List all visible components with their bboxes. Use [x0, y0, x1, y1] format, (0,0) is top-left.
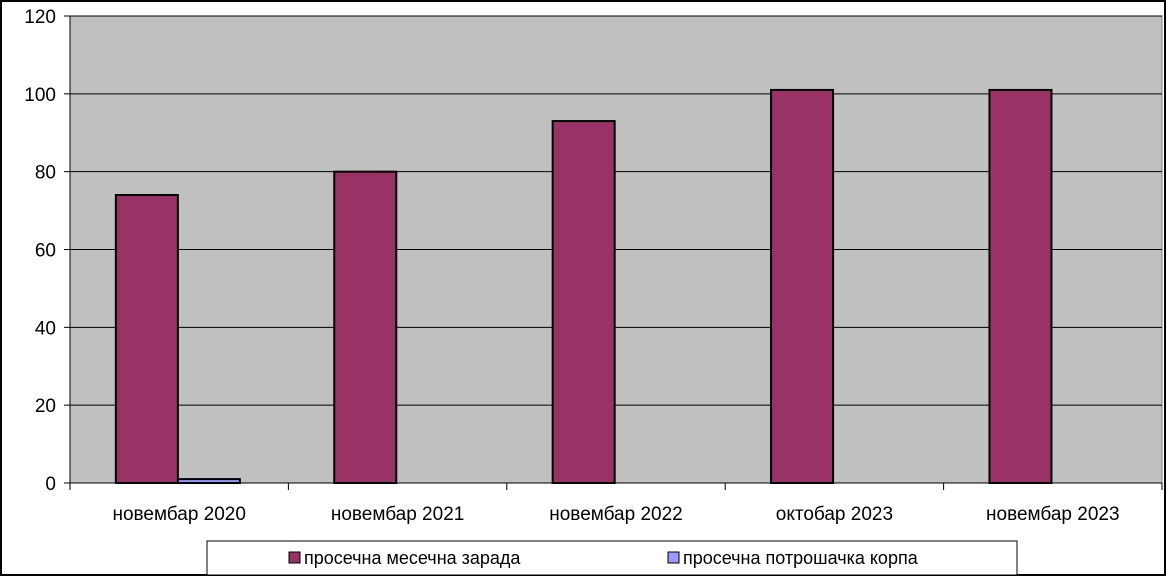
y-tick-label-1: 20	[35, 396, 56, 417]
bar-s0-0	[114, 194, 179, 484]
bar-s0-2	[551, 120, 616, 484]
bar-s0-4	[988, 88, 1053, 484]
bar-s1-0	[176, 478, 241, 485]
y-tick-label-6: 120	[24, 7, 56, 28]
x-tick-label-4: новембар 2023	[986, 504, 1119, 525]
bar-s0-1	[333, 170, 398, 485]
x-tick-label-0: новембар 2020	[112, 504, 245, 525]
x-tick-label-2: новембар 2022	[549, 504, 682, 525]
y-axis-ticks: 0 20 40 60 80 100 120	[24, 7, 70, 495]
legend-box	[206, 540, 1018, 576]
y-tick-label-2: 40	[35, 318, 56, 339]
x-tick-label-3: октобар 2023	[776, 504, 893, 525]
legend-label-0: просечна месечна зарада	[304, 548, 521, 568]
legend-swatch-1	[667, 551, 680, 564]
y-tick-label-4: 80	[35, 163, 56, 184]
gridlines	[70, 15, 1162, 406]
legend: просечна месечна зарада просечна потрошач…	[206, 540, 1018, 576]
x-axis-ticks: новембар 2020 новембар 2021 новембар 2022 о…	[69, 483, 1163, 525]
y-tick-label-5: 100	[24, 85, 56, 106]
y-tick-label-0: 0	[45, 474, 56, 495]
bar-s0-3	[770, 88, 835, 484]
x-tick-label-1: новембар 2021	[331, 504, 464, 525]
legend-label-1: просечна потрошачка корпа	[683, 548, 919, 568]
legend-swatch-0	[288, 551, 301, 564]
y-tick-label-3: 60	[35, 241, 56, 262]
